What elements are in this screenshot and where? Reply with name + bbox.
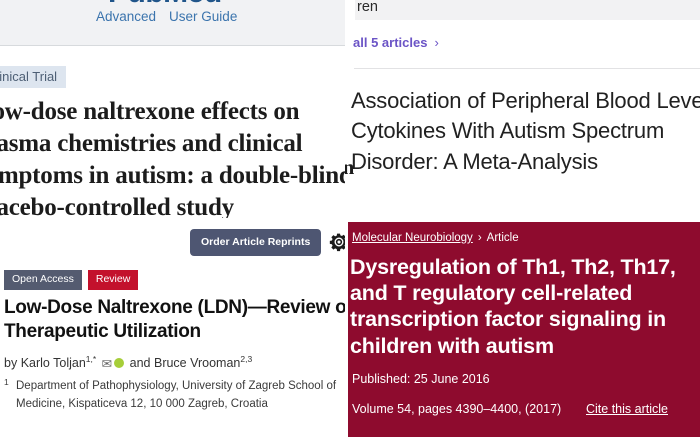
mdpi-author-line: by Karlo Toljan1,* ✉ and Bruce Vrooman2,… [4,354,345,371]
publication-type-badge: Clinical Trial [0,66,67,88]
mdpi-article-title[interactable]: Low-Dose Naltrexone (LDN)—Review of Ther… [4,297,345,342]
affiliation-text: Department of Pathophysiology, Universit… [16,380,337,410]
springer-article-fragment: Molecular Neurobiology › Article Dysregula… [348,222,700,437]
author-2-affiliation-sup: 2,3 [240,354,253,364]
jama-divider [354,68,700,69]
mdpi-badge-row: Open Access Review [4,269,144,290]
view-all-articles-label: all 5 articles [353,35,428,50]
breadcrumb-section: Article [486,232,519,244]
published-label: Published: [352,372,411,386]
pubmed-wordmark: PubMed [108,0,288,8]
pubmed-logo[interactable]: PubMed [108,0,288,12]
breadcrumb-journal[interactable]: Molecular Neurobiology [352,232,473,244]
jama-left-gutter [345,0,355,222]
mdpi-affiliation: 1 Department of Pathophysiology, Universi… [4,377,345,414]
author-name-1[interactable]: Karlo Toljan [20,356,86,371]
published-date: 25 June 2016 [413,372,490,386]
published-date-line: Published: 25 June 2016 [352,372,490,386]
pubmed-article-fragment: Clinical Trial Low-dose naltrexone effec… [0,46,345,218]
volume-pages-line: Volume 54, pages 4390–4400, (2017) [352,402,562,416]
author-name-2[interactable]: Bruce Vrooman [153,356,241,371]
view-all-articles-link[interactable]: all 5 articles › [353,35,439,50]
breadcrumb-separator: › [477,232,482,244]
pubmed-link-user-guide[interactable]: User Guide [169,9,238,24]
badge-open-access[interactable]: Open Access [4,270,82,290]
jama-article-title[interactable]: Association of Peripheral Blood Levels o… [351,88,700,174]
author-1-affiliation-sup: 1,* [85,354,97,364]
mdpi-article-fragment: Order Article Reprints Open Access Review… [0,218,345,437]
pubmed-header: PubMed Advanced User Guide [0,0,345,46]
badge-review[interactable]: Review [87,270,139,290]
envelope-icon[interactable]: ✉ [101,357,113,372]
background-bleed-text: lin [345,155,355,179]
gear-icon[interactable] [328,231,345,253]
springer-article-title: Dysregulation of Th1, Th2, Th17, and T r… [350,255,676,358]
pubmed-nav-links: Advanced User Guide [96,9,237,24]
pubmed-header-divider [0,45,345,46]
cite-this-article-link[interactable]: Cite this article [586,402,668,416]
affiliation-number: 1 [4,377,9,387]
chevron-right-icon: › [434,35,439,50]
order-article-reprints-button[interactable]: Order Article Reprints [190,229,322,256]
orcid-icon[interactable] [114,358,125,369]
jama-truncated-heading: ren [357,0,378,15]
authors-prefix: by [4,356,18,371]
author-conjunction: and [129,356,151,371]
jama-article-fragment: ren all 5 articles › Association of Perip… [345,0,700,222]
pubmed-article-title[interactable]: Low-dose naltrexone effects on plasma ch… [0,98,345,218]
jama-top-shade [345,0,700,20]
left-panel-column: PubMed Advanced User Guide Clinical Trial… [0,0,345,437]
right-panel-column: ren all 5 articles › Association of Perip… [345,0,700,437]
springer-left-gutter [345,222,348,437]
breadcrumb: Molecular Neurobiology › Article [352,232,519,244]
pubmed-link-advanced[interactable]: Advanced [96,9,157,24]
